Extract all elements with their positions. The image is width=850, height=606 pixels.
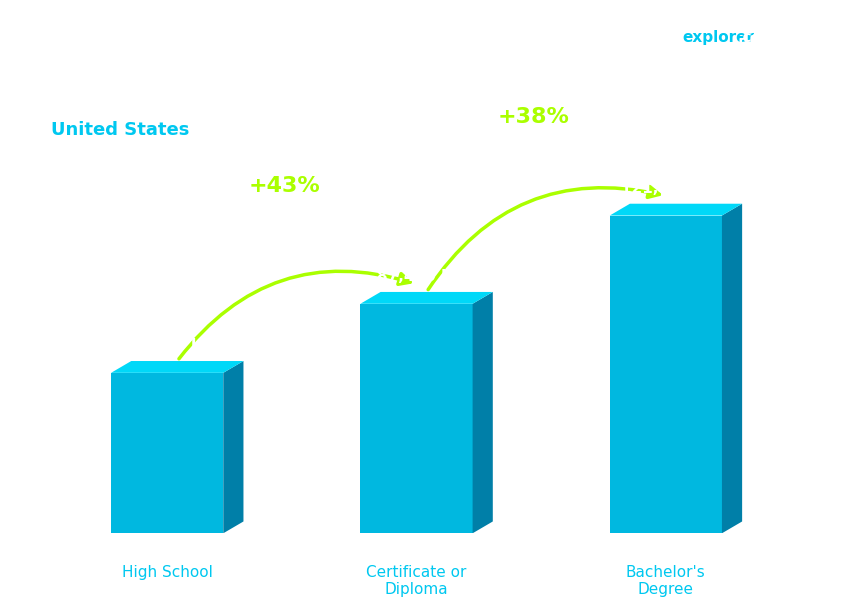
Text: explorer: explorer	[683, 30, 755, 45]
Text: High School: High School	[122, 565, 212, 580]
Text: Salary Comparison By Education: Salary Comparison By Education	[51, 42, 559, 70]
Text: .com: .com	[738, 30, 779, 45]
Polygon shape	[722, 204, 742, 533]
Polygon shape	[360, 304, 473, 533]
Text: Customer Solutions Representative: Customer Solutions Representative	[51, 85, 395, 104]
Polygon shape	[473, 292, 493, 533]
Text: 61,100 USD: 61,100 USD	[128, 338, 227, 353]
Polygon shape	[609, 216, 722, 533]
FancyArrowPatch shape	[179, 271, 410, 359]
Text: salary: salary	[620, 30, 673, 45]
Text: 87,400 USD: 87,400 USD	[377, 269, 477, 284]
Polygon shape	[111, 373, 224, 533]
Text: +43%: +43%	[248, 176, 320, 196]
Polygon shape	[224, 361, 243, 533]
Text: Average Yearly Salary: Average Yearly Salary	[823, 242, 833, 364]
Text: Certificate or
Diploma: Certificate or Diploma	[366, 565, 467, 597]
Polygon shape	[609, 204, 742, 216]
Polygon shape	[360, 292, 493, 304]
Text: United States: United States	[51, 121, 190, 139]
Polygon shape	[111, 361, 243, 373]
FancyArrowPatch shape	[428, 187, 660, 290]
Text: 121,000 USD: 121,000 USD	[620, 181, 731, 196]
Text: +38%: +38%	[498, 107, 570, 127]
Text: Bachelor's
Degree: Bachelor's Degree	[626, 565, 706, 597]
